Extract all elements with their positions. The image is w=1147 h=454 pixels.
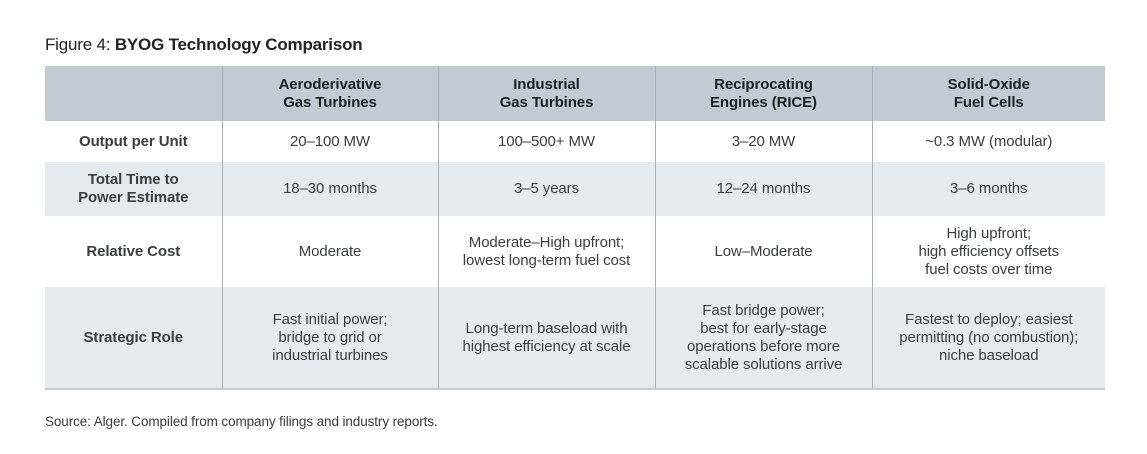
row-label-total-time-to-power: Total Time to Power Estimate: [78, 171, 189, 206]
cell-time-aeroderivative: 18–30 months: [221, 162, 438, 216]
row-label-strategic-role: Strategic Role: [83, 328, 184, 346]
cell-cost-industrial: Moderate–High upfront; lowest long-term …: [437, 216, 655, 287]
comparison-table: Aeroderivative Gas Turbines Industrial G…: [45, 66, 1105, 390]
cell-time-rice: 12–24 months: [654, 162, 872, 216]
cell-role-aeroderivative: Fast initial power; bridge to grid or in…: [221, 287, 438, 389]
source-note: Source: Alger. Compiled from company fil…: [45, 414, 438, 429]
table-row-strategic-role: Strategic Role Fast initial power; bridg…: [45, 287, 1105, 389]
table-header-row: Aeroderivative Gas Turbines Industrial G…: [45, 66, 1105, 121]
figure-name: BYOG Technology Comparison: [114, 35, 363, 54]
cell-output-industrial: 100–500+ MW: [437, 121, 655, 162]
row-label-output-per-unit: Output per Unit: [79, 132, 188, 150]
cell-output-solid-oxide: ~0.3 MW (modular): [871, 121, 1105, 162]
table-row-total-time-to-power: Total Time to Power Estimate 18–30 month…: [45, 162, 1105, 216]
cell-time-solid-oxide: 3–6 months: [871, 162, 1105, 216]
header-cell-aeroderivative-gas-turbines: Aeroderivative Gas Turbines: [221, 66, 438, 121]
figure-title: Figure 4: BYOG Technology Comparison: [45, 36, 1147, 54]
header-cell-empty: [45, 66, 222, 121]
row-label-relative-cost: Relative Cost: [86, 242, 181, 260]
cell-output-aeroderivative: 20–100 MW: [221, 121, 438, 162]
cell-time-industrial: 3–5 years: [437, 162, 655, 216]
table-row-output-per-unit: Output per Unit 20–100 MW 100–500+ MW 3–…: [45, 121, 1105, 162]
header-cell-reciprocating-engines-rice: Reciprocating Engines (RICE): [654, 66, 872, 121]
table-row-relative-cost: Relative Cost Moderate Moderate–High upf…: [45, 216, 1105, 287]
cell-cost-solid-oxide: High upfront; high efficiency offsets fu…: [871, 216, 1105, 287]
cell-cost-rice: Low–Moderate: [654, 216, 872, 287]
cell-role-solid-oxide: Fastest to deploy; easiest permitting (n…: [871, 287, 1105, 389]
cell-role-rice: Fast bridge power; best for early-stage …: [654, 287, 872, 389]
figure-label: Figure 4:: [45, 35, 111, 54]
cell-role-industrial: Long-term baseload with highest efficien…: [437, 287, 655, 389]
cell-output-rice: 3–20 MW: [654, 121, 872, 162]
header-cell-industrial-gas-turbines: Industrial Gas Turbines: [437, 66, 655, 121]
header-cell-solid-oxide-fuel-cells: Solid-Oxide Fuel Cells: [871, 66, 1105, 121]
cell-cost-aeroderivative: Moderate: [221, 216, 438, 287]
